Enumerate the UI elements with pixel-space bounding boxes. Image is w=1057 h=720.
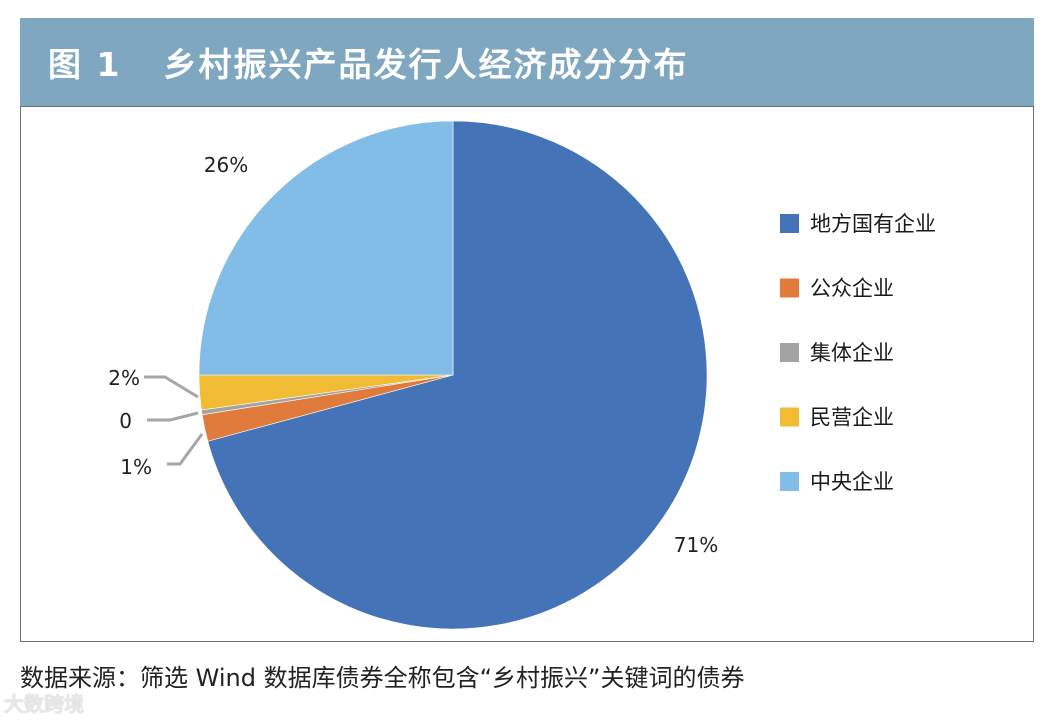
legend-label-local-soe: 地方国有企业 — [810, 212, 936, 236]
legend-swatch-central-soe — [780, 472, 799, 491]
legend-swatch-local-soe — [780, 214, 799, 233]
figure-header: 图 1 乡村振兴产品发行人经济成分分布 — [20, 18, 1034, 106]
leader-line-public — [167, 433, 204, 466]
data-label-collective: 0 — [119, 409, 132, 433]
data-label-private: 2% — [108, 366, 140, 390]
leader-line-collective — [147, 411, 199, 422]
data-label-central-soe: 26% — [204, 153, 248, 177]
legend-swatch-collective — [780, 343, 799, 362]
legend-swatch-public — [780, 278, 799, 298]
data-source-note: 数据来源：筛选 Wind 数据库债券全称包含“乡村振兴”关键词的债券 — [20, 664, 745, 692]
figure-number: 图 1 — [48, 45, 122, 84]
legend-label-collective: 集体企业 — [810, 341, 894, 365]
legend-label-central-soe: 中央企业 — [810, 470, 894, 494]
pie-slice-central-soe — [198, 120, 454, 376]
figure-title: 乡村振兴产品发行人经济成分分布 — [163, 45, 689, 84]
data-label-public: 1% — [120, 455, 152, 479]
leader-line-private — [144, 375, 199, 399]
legend-swatch-private — [780, 407, 799, 427]
legend-label-public: 公众企业 — [810, 277, 894, 301]
watermark: 大数跨境 — [4, 692, 84, 716]
pie-slice-local-soe — [207, 120, 708, 630]
legend-label-private: 民营企业 — [810, 406, 894, 430]
data-label-local-soe: 71% — [674, 533, 718, 557]
